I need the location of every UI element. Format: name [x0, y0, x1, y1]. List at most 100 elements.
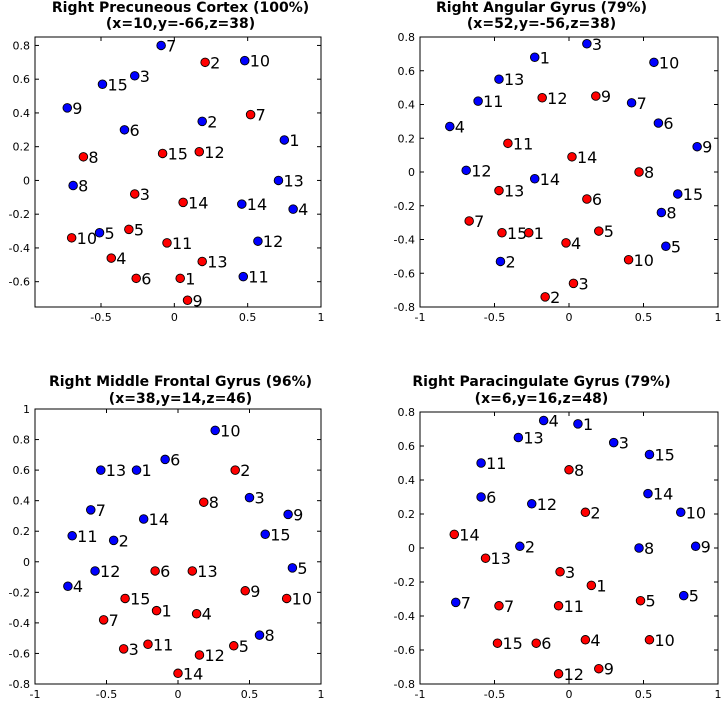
point-label: 4	[298, 200, 308, 219]
point-label: 2	[525, 537, 535, 556]
point-label: 6	[129, 121, 139, 140]
red-point-5	[229, 641, 239, 651]
y-tick-label: 0.4	[13, 495, 31, 508]
y-tick-label: -0.2	[9, 586, 30, 599]
point-label: 15	[168, 144, 188, 163]
y-tick-label: 0	[408, 166, 415, 179]
red-point-2	[580, 507, 591, 518]
point-label: 10	[250, 52, 270, 71]
point-label: 1	[289, 131, 299, 150]
x-tick-label: 0	[175, 688, 182, 701]
y-tick-label: 0	[23, 556, 30, 569]
blue-point-3	[244, 492, 255, 503]
blue-point-9	[690, 541, 701, 552]
blue-point-2	[495, 256, 506, 267]
point-label: 14	[183, 664, 203, 683]
x-tick-label: 0.5	[241, 688, 259, 701]
red-point-13	[187, 566, 198, 576]
blue-point-13	[494, 74, 504, 84]
point-label: 3	[578, 274, 588, 293]
red-point-14	[449, 529, 460, 540]
y-tick-label: -0.6	[394, 267, 415, 280]
red-point-7	[494, 601, 504, 611]
x-tick-label: -0.5	[484, 688, 505, 701]
point-label: 15	[502, 634, 522, 653]
point-label: 6	[170, 450, 180, 469]
red-point-1	[586, 580, 597, 591]
y-tick-label: -0.8	[394, 301, 415, 314]
red-point-4	[191, 608, 202, 619]
red-point-10	[623, 254, 634, 265]
x-tick-label: 0.5	[635, 311, 653, 324]
red-point-1	[524, 227, 534, 238]
blue-point-8	[656, 207, 667, 218]
point-label: 10	[659, 53, 679, 72]
red-point-12	[194, 650, 205, 660]
x-tick-label: -0.5	[484, 311, 505, 324]
red-point-13	[494, 185, 504, 196]
point-label: 8	[574, 461, 584, 480]
point-label: 9	[701, 537, 711, 556]
red-point-15	[157, 148, 168, 159]
y-tick-label: 0.2	[398, 132, 416, 145]
point-label: 15	[683, 185, 703, 204]
point-label: 3	[255, 489, 265, 508]
blue-point-7	[451, 597, 461, 608]
point-label: 7	[474, 212, 484, 231]
y-tick-label: -0.4	[9, 242, 30, 255]
red-point-14	[178, 197, 188, 208]
point-label: 12	[564, 665, 584, 684]
blue-point-12	[461, 165, 471, 176]
blue-point-14	[237, 199, 247, 209]
point-label: 4	[549, 412, 559, 431]
blue-point-10	[649, 57, 659, 68]
point-label: 4	[116, 249, 126, 268]
red-point-2	[230, 465, 240, 475]
red-point-3	[555, 567, 565, 577]
chart-panel-middle-frontal: Right Middle Frontal Gyrus (96%) (x=38,y…	[0, 350, 361, 701]
point-label: 13	[197, 562, 217, 581]
y-tick-label: 1	[23, 403, 30, 416]
y-tick-label: 0.6	[13, 464, 31, 477]
point-label: 14	[577, 148, 597, 167]
blue-point-9	[283, 509, 293, 520]
point-label: 8	[644, 163, 654, 182]
point-label: 2	[240, 461, 250, 480]
point-label: 14	[188, 193, 208, 212]
blue-point-14	[643, 488, 653, 499]
chart-title: Right Paracingulate Gyrus (79%)	[412, 374, 671, 390]
point-label: 7	[96, 501, 106, 520]
blue-point-6	[119, 125, 130, 135]
red-point-15	[492, 638, 503, 648]
point-label: 14	[540, 170, 560, 189]
red-point-11	[162, 238, 172, 248]
red-point-9	[182, 295, 193, 306]
red-point-14	[567, 152, 577, 162]
point-label: 5	[105, 224, 115, 243]
x-tick-label: -1	[30, 688, 41, 701]
point-label: 8	[78, 177, 88, 196]
red-point-6	[150, 566, 160, 576]
scatter-plot-angular: -1 -0.5 0 0.5 1 -0.8 -0.6 -0.4 -0.2 0 0.2 0.4 0.6 0.8…	[394, 31, 722, 324]
point-label: 7	[109, 611, 119, 630]
blue-point-6	[653, 118, 664, 128]
blue-point-2	[515, 541, 525, 552]
point-label: 12	[100, 562, 120, 581]
point-label: 2	[119, 531, 129, 550]
point-label: 14	[459, 525, 479, 544]
point-label: 10	[292, 589, 312, 608]
y-tick-label: 0.2	[398, 508, 416, 521]
red-point-15	[120, 593, 130, 604]
blue-point-1	[279, 135, 290, 145]
blue-point-10	[239, 55, 250, 66]
point-label: 9	[293, 505, 303, 524]
scatter-plot-paracingulate: -1 -0.5 0 0.5 1 -0.8 -0.6 -0.4 -0.2 0 0.2 0.4 0.6 0.8…	[394, 406, 722, 701]
point-label: 1	[540, 48, 550, 67]
y-tick-label: 0.2	[13, 141, 31, 154]
blue-point-8	[634, 543, 644, 553]
point-label: 3	[140, 185, 150, 204]
point-label: 12	[204, 143, 224, 162]
blue-point-13	[96, 465, 106, 475]
blue-point-7	[86, 505, 96, 515]
point-label: 6	[663, 114, 673, 133]
